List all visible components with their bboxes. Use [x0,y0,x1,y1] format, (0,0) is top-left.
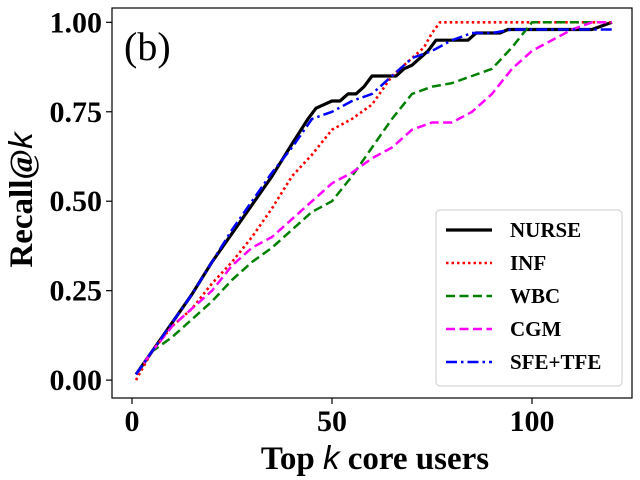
x-tick-label: 50 [317,405,347,438]
panel-label: (b) [124,24,171,69]
legend-label-cgm: CGM [510,317,562,341]
y-axis-label-prefix: Recall@ [4,149,40,268]
legend-label-nurse: NURSE [510,218,581,242]
legend: NURSE INF WBC CGM SFE+TFE [435,209,623,387]
series-line-cgm [134,21,612,376]
legend-label-inf: INF [510,251,546,275]
legend-label-sfe-tfe: SFE+TFE [510,350,601,374]
series-line-wbc [134,21,612,376]
legend-box [435,209,623,387]
series-line-sfe-tfe [134,28,612,376]
y-tick-label: 1.00 [50,6,103,39]
x-tick-label: 0 [125,405,140,438]
y-axis-label-var: k [2,131,39,149]
y-tick-label: 0.25 [50,275,103,308]
x-axis-label-suffix: core users [339,441,489,477]
y-tick-label: 0.50 [50,185,103,218]
x-axis-label-prefix: Top [261,441,323,477]
y-tick-label: 0.00 [50,364,103,397]
x-axis-label-var: k [323,439,341,476]
plot-frame [111,7,633,399]
legend-items: NURSE INF WBC CGM SFE+TFE [446,218,601,374]
ticks-layer: 0 50 100 0.00 0.25 0.50 0.75 1.00 [50,6,555,438]
series-layer [134,20,613,381]
x-tick-label: 100 [510,405,555,438]
y-axis-label: Recall@k [2,131,40,268]
y-tick-label: 0.75 [50,96,103,129]
legend-label-wbc: WBC [510,284,560,308]
x-axis-label: Top k core users [261,439,489,477]
